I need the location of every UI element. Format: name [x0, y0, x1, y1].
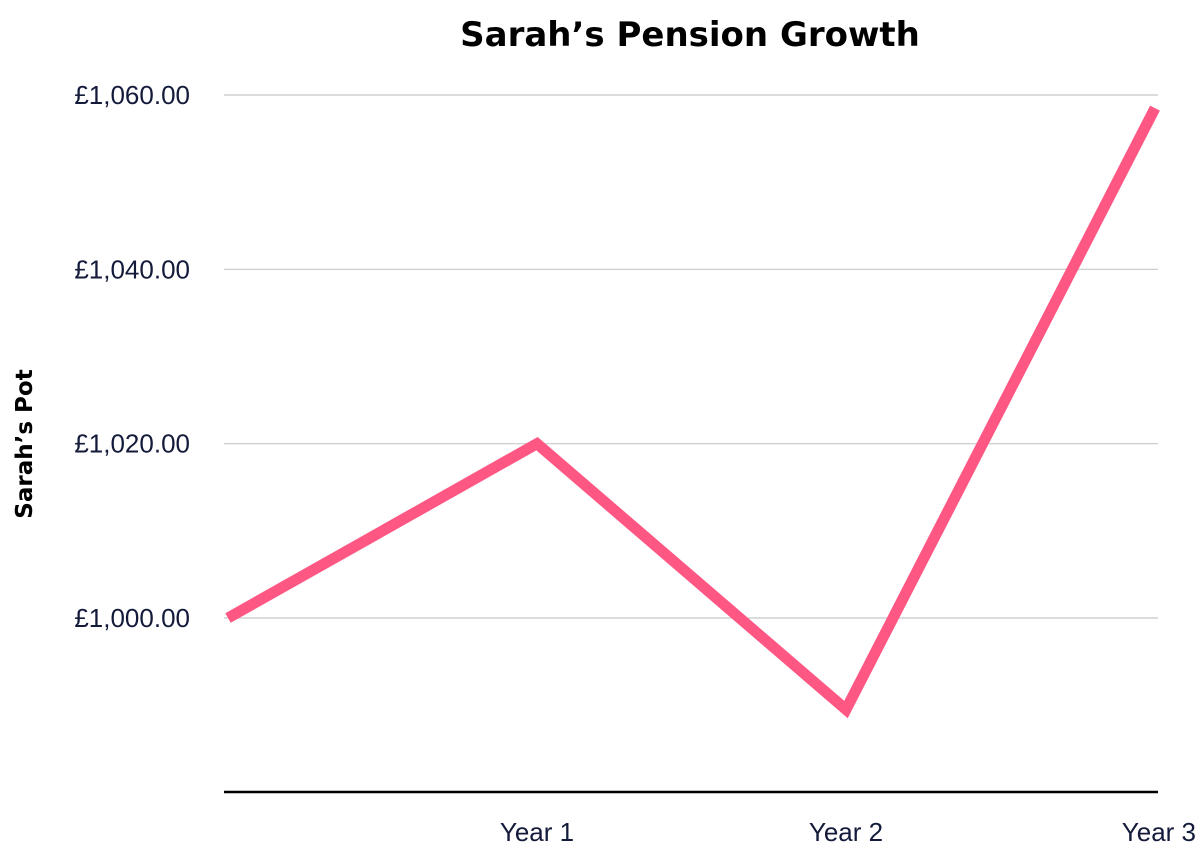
y-tick-labels: £1,000.00 £1,020.00 £1,040.00 £1,060.00: [74, 80, 190, 633]
series-line: [225, 105, 1160, 719]
x-tick-label: Year 1: [500, 817, 574, 846]
x-tick-labels: Year 1 Year 2 Year 3: [500, 817, 1196, 846]
chart-title: Sarah’s Pension Growth: [460, 15, 920, 55]
gridlines: [224, 94, 1158, 619]
y-tick-label: £1,020.00: [74, 429, 190, 459]
x-tick-label: Year 2: [809, 817, 883, 846]
y-tick-label: £1,000.00: [74, 603, 190, 633]
y-tick-label: £1,060.00: [74, 80, 190, 110]
series-layer: [225, 105, 1160, 719]
x-tick-label: Year 3: [1122, 817, 1196, 846]
y-tick-label: £1,040.00: [74, 254, 190, 284]
y-axis-label: Sarah’s Pot: [12, 369, 38, 518]
